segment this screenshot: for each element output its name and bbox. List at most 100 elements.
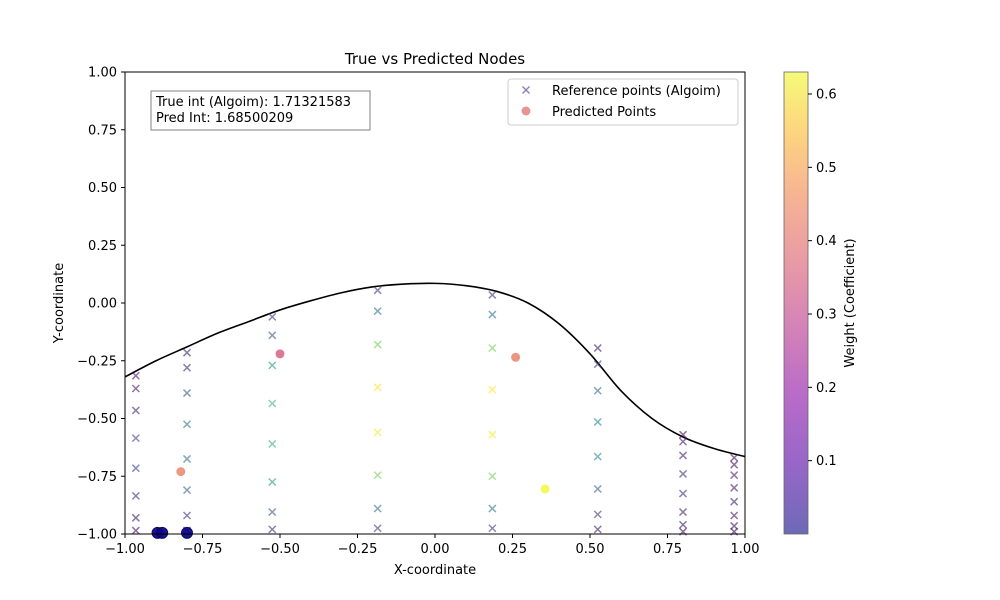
legend-marker-predicted bbox=[521, 106, 531, 116]
reference-point bbox=[488, 310, 497, 319]
x-tick-label: 0.50 bbox=[576, 542, 605, 557]
colorbar-tick-label: 0.6 bbox=[816, 88, 837, 103]
reference-point bbox=[373, 307, 382, 316]
predicted-point bbox=[181, 526, 193, 539]
colorbar-tick-label: 0.1 bbox=[816, 454, 837, 469]
chart-title: True vs Predicted Nodes bbox=[344, 50, 525, 68]
colorbar-gradient bbox=[783, 71, 809, 535]
reference-point bbox=[268, 439, 277, 448]
reference-point bbox=[678, 520, 688, 529]
reference-point bbox=[268, 312, 277, 321]
reference-point bbox=[131, 384, 140, 393]
colorbar-tick-label: 0.5 bbox=[816, 161, 837, 176]
reference-point bbox=[593, 510, 602, 519]
y-tick-label: 1.00 bbox=[88, 66, 117, 81]
reference-point bbox=[730, 521, 739, 530]
x-tick-label: 1.00 bbox=[731, 542, 760, 557]
x-axis-ticks: −1.00 −0.75 −0.50 −0.25 0.00 0.25 0.50 0.75 1.00 bbox=[105, 534, 759, 557]
y-axis-label: Y-coordinate bbox=[52, 263, 67, 344]
predicted-point bbox=[540, 484, 550, 494]
reference-point bbox=[131, 464, 140, 473]
predicted-points-layer bbox=[151, 349, 550, 539]
reference-point bbox=[593, 525, 602, 534]
y-tick-label: −1.00 bbox=[77, 528, 117, 543]
predicted-point bbox=[511, 352, 521, 362]
x-axis-label: X-coordinate bbox=[394, 563, 476, 578]
reference-point bbox=[730, 511, 739, 520]
reference-point bbox=[373, 383, 382, 392]
reference-point bbox=[131, 406, 140, 415]
reference-point bbox=[182, 511, 192, 520]
reference-point bbox=[678, 451, 688, 460]
reference-point bbox=[488, 344, 497, 353]
reference-point bbox=[373, 471, 382, 480]
reference-point bbox=[373, 524, 382, 533]
reference-point bbox=[678, 489, 688, 498]
reference-point bbox=[131, 434, 140, 443]
reference-point bbox=[593, 344, 602, 353]
boundary-curve bbox=[125, 282, 745, 458]
legend: Reference points (Algoim) Predicted Poin… bbox=[507, 78, 739, 126]
reference-point bbox=[593, 452, 602, 461]
predicted-point bbox=[275, 349, 285, 359]
colorbar-label: Weight (Coefficient) bbox=[843, 238, 858, 367]
reference-point bbox=[488, 524, 497, 533]
y-tick-label: 0.50 bbox=[88, 181, 117, 196]
boundary-curve-layer bbox=[125, 282, 745, 458]
reference-point bbox=[488, 472, 497, 481]
reference-point bbox=[730, 483, 739, 492]
reference-point bbox=[730, 453, 739, 462]
integral-annotation: True int (Algoim): 1.71321583 Pred Int: … bbox=[150, 90, 371, 131]
reference-point bbox=[268, 525, 277, 534]
reference-point bbox=[182, 486, 192, 495]
reference-point bbox=[268, 508, 277, 517]
reference-point bbox=[373, 340, 382, 349]
reference-point bbox=[593, 417, 602, 426]
reference-point bbox=[488, 385, 497, 394]
x-tick-label: −0.25 bbox=[338, 542, 378, 557]
reference-point bbox=[131, 513, 140, 522]
reference-point bbox=[488, 430, 497, 439]
colorbar: 0.1 0.2 0.3 0.4 0.5 0.6 Weight (Coefficient) bbox=[783, 71, 858, 535]
predicted-point bbox=[156, 526, 169, 539]
reference-point bbox=[730, 471, 739, 480]
x-tick-label: −0.75 bbox=[183, 542, 223, 557]
x-tick-label: 0.00 bbox=[421, 542, 450, 557]
x-tick-label: 0.25 bbox=[498, 542, 527, 557]
y-tick-label: −0.50 bbox=[77, 412, 117, 427]
reference-point bbox=[373, 286, 382, 295]
reference-point bbox=[678, 469, 688, 478]
colorbar-tick-label: 0.2 bbox=[816, 381, 837, 396]
reference-point bbox=[268, 477, 277, 487]
legend-label-predicted: Predicted Points bbox=[552, 105, 656, 120]
legend-box bbox=[507, 78, 739, 126]
reference-point bbox=[593, 484, 602, 493]
reference-point bbox=[488, 504, 497, 513]
reference-point bbox=[182, 389, 192, 398]
reference-point bbox=[678, 508, 688, 517]
reference-point bbox=[678, 430, 688, 439]
predicted-point bbox=[176, 467, 186, 477]
reference-point bbox=[593, 360, 602, 369]
reference-point bbox=[268, 361, 277, 370]
reference-point bbox=[678, 437, 688, 446]
colorbar-tick-label: 0.4 bbox=[816, 234, 837, 249]
y-tick-label: −0.25 bbox=[77, 354, 117, 369]
y-tick-label: 0.25 bbox=[88, 239, 117, 254]
x-tick-label: −1.00 bbox=[105, 542, 145, 557]
y-axis-ticks: 1.00 0.75 0.50 0.25 0.00 −0.25 −0.50 −0.75 −1.00 bbox=[77, 66, 125, 543]
x-tick-label: 0.75 bbox=[653, 542, 682, 557]
x-tick-label: −0.50 bbox=[260, 542, 300, 557]
reference-point bbox=[373, 428, 382, 437]
y-tick-label: 0.00 bbox=[88, 297, 117, 312]
annotation-pred-int: Pred Int: 1.68500209 bbox=[156, 111, 293, 126]
reference-points-layer bbox=[131, 286, 739, 536]
reference-point bbox=[488, 290, 497, 299]
colorbar-tick-label: 0.3 bbox=[816, 308, 837, 323]
reference-point bbox=[131, 491, 140, 500]
reference-point bbox=[131, 526, 140, 535]
reference-point bbox=[373, 504, 382, 513]
reference-point bbox=[730, 460, 739, 469]
y-tick-label: 0.75 bbox=[88, 123, 117, 138]
